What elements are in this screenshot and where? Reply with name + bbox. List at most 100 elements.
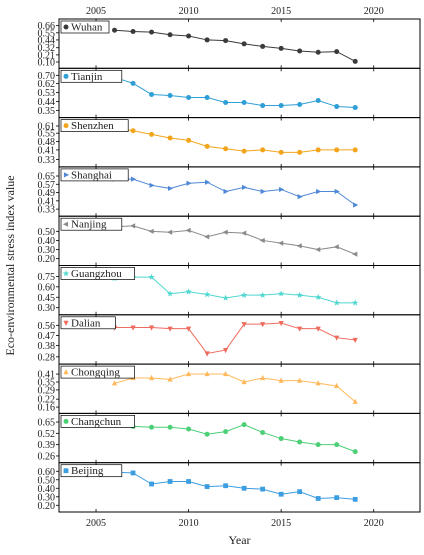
data-point [167, 376, 173, 382]
data-point [315, 246, 321, 253]
data-point [278, 320, 284, 327]
y-tick-label: 0.41 [38, 145, 56, 156]
data-point [334, 147, 340, 153]
data-point [351, 299, 359, 306]
panel-beijing: 0.200.300.400.500.60 Beijing [38, 462, 421, 513]
data-point [129, 223, 136, 229]
data-point [186, 94, 192, 100]
y-tick-label: 0.20 [38, 501, 56, 512]
x-axis-title: Year [228, 533, 250, 547]
data-point [149, 182, 155, 188]
legend-marker [63, 468, 69, 474]
data-point [297, 194, 303, 200]
data-point [260, 188, 266, 195]
data-point [186, 426, 192, 432]
y-tick-label: 0.44 [38, 35, 56, 46]
y-tick-label: 0.16 [38, 403, 56, 414]
data-point [241, 230, 247, 236]
data-point [278, 491, 284, 497]
legend-marker [63, 73, 69, 79]
y-tick-label: 0.60 [38, 282, 56, 293]
y-tick-label: 0.66 [38, 21, 56, 32]
y-tick-label: 0.61 [38, 121, 56, 132]
data-point [334, 188, 340, 195]
data-point [241, 485, 247, 491]
data-point [204, 351, 210, 357]
data-point [149, 424, 155, 430]
data-point [241, 378, 247, 385]
data-point [130, 325, 136, 331]
data-point [205, 179, 211, 185]
data-point [315, 442, 321, 448]
y-tick-label: 0.30 [38, 245, 56, 256]
data-point [167, 135, 173, 141]
data-point [260, 103, 266, 109]
data-point [185, 227, 191, 234]
legend-box [60, 316, 116, 330]
data-point [334, 335, 340, 341]
legend-label: Shenzhen [71, 120, 114, 132]
data-point [149, 29, 155, 35]
data-point [352, 251, 358, 257]
data-point [130, 470, 136, 476]
data-point [278, 103, 284, 109]
data-point [352, 496, 358, 502]
data-point [223, 429, 229, 435]
data-point [148, 273, 155, 280]
panel-frame [58, 462, 421, 513]
y-tick-label: 0.47 [38, 331, 56, 342]
y-tick-label: 0.50 [38, 475, 56, 486]
data-point [223, 188, 229, 195]
data-point [278, 240, 284, 246]
data-point [148, 325, 155, 331]
data-point [278, 45, 284, 51]
legend-label: Shanghai [71, 169, 112, 181]
data-point [186, 137, 192, 143]
y-tick-label: 0.48 [38, 137, 56, 148]
y-tick-label: 0.45 [38, 293, 56, 304]
data-point [241, 41, 247, 47]
y-tick-label: 0.55 [38, 28, 56, 39]
data-point [204, 234, 210, 240]
legend-label: Beijing [71, 465, 104, 477]
legend-box [60, 217, 123, 231]
panel-changchun: 0.260.390.520.65 Changchun [38, 412, 421, 464]
y-tick-label: 0.21 [38, 50, 56, 61]
data-point [334, 442, 340, 448]
data-point [278, 149, 284, 155]
data-point [278, 377, 284, 383]
legend-box [60, 365, 135, 379]
y-tick-label: 0.33 [38, 205, 56, 216]
legend-marker [63, 123, 69, 129]
y-tick-label: 0.56 [38, 321, 56, 332]
data-point [297, 48, 303, 54]
data-point [148, 374, 155, 381]
panel-dalian: 0.280.380.470.56 Dalian [38, 314, 421, 365]
data-point [167, 32, 173, 38]
legend-marker [62, 270, 70, 277]
data-point [352, 449, 358, 455]
data-point [112, 27, 118, 33]
data-point [314, 293, 322, 301]
data-point [222, 229, 228, 235]
data-point [167, 479, 173, 484]
series-line [114, 373, 356, 403]
y-tick-label: 0.65 [38, 172, 56, 183]
data-point [297, 377, 303, 383]
legend-label: Dalian [71, 317, 101, 329]
data-point [260, 374, 266, 381]
legend-box [60, 267, 135, 280]
legend-box [60, 464, 123, 478]
y-tick-label: 0.30 [38, 492, 56, 503]
y-tick-label: 0.41 [38, 196, 56, 207]
y-tick-label: 0.10 [38, 58, 56, 69]
data-point [334, 495, 340, 501]
data-point [203, 291, 211, 298]
data-point [148, 228, 154, 234]
data-point [149, 481, 154, 487]
x-tick-label-bottom: 2010 [179, 518, 199, 529]
data-point [223, 38, 229, 44]
y-tick-label: 0.70 [38, 71, 56, 82]
legend-marker [62, 221, 69, 227]
